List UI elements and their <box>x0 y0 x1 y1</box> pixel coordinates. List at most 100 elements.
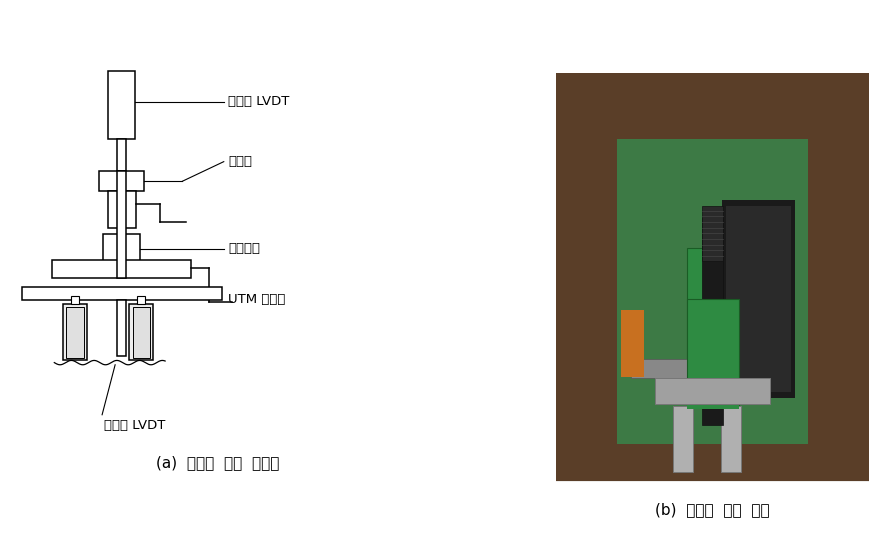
Circle shape <box>806 452 816 463</box>
Circle shape <box>683 416 690 424</box>
Bar <box>556 74 869 481</box>
Circle shape <box>735 232 742 240</box>
Text: 가력장치: 가력장치 <box>228 242 260 255</box>
Circle shape <box>631 343 638 350</box>
Circle shape <box>761 232 768 240</box>
Circle shape <box>657 269 664 277</box>
Circle shape <box>657 343 664 350</box>
Polygon shape <box>556 74 617 481</box>
Bar <box>617 139 808 444</box>
Circle shape <box>790 442 800 453</box>
Bar <box>132 306 150 358</box>
Bar <box>103 234 140 263</box>
Bar <box>66 306 83 358</box>
Circle shape <box>631 196 638 203</box>
Circle shape <box>657 306 664 313</box>
Text: (b)  번위계  설치  모습: (b) 번위계 설치 모습 <box>655 502 770 517</box>
Circle shape <box>787 416 794 424</box>
Circle shape <box>707 363 718 374</box>
Text: (a)  번위계  설치  개념도: (a) 번위계 설치 개념도 <box>156 455 279 470</box>
Bar <box>722 200 795 398</box>
Circle shape <box>657 380 664 387</box>
Bar <box>108 191 136 228</box>
Text: UTM 거치대: UTM 거치대 <box>228 293 286 306</box>
Circle shape <box>683 343 690 350</box>
Bar <box>116 139 127 172</box>
Bar <box>137 296 145 304</box>
Circle shape <box>761 380 768 387</box>
Circle shape <box>761 269 768 277</box>
Circle shape <box>735 196 742 203</box>
Text: 자유단 LVDT: 자유단 LVDT <box>228 95 289 108</box>
Circle shape <box>631 416 638 424</box>
Circle shape <box>657 232 664 240</box>
Circle shape <box>787 380 794 387</box>
Circle shape <box>790 462 800 474</box>
Bar <box>687 299 739 386</box>
Bar <box>52 259 191 278</box>
Circle shape <box>683 159 690 166</box>
Circle shape <box>631 159 638 166</box>
Circle shape <box>787 232 794 240</box>
Bar <box>99 172 144 191</box>
Bar <box>673 406 693 472</box>
Circle shape <box>631 269 638 277</box>
Bar <box>116 300 127 356</box>
Bar <box>129 304 153 360</box>
Bar <box>63 304 87 360</box>
Bar <box>631 359 794 378</box>
Circle shape <box>709 159 716 166</box>
Bar <box>702 206 723 261</box>
Circle shape <box>683 306 690 313</box>
Circle shape <box>787 343 794 350</box>
Circle shape <box>683 269 690 277</box>
Circle shape <box>683 380 690 387</box>
Circle shape <box>709 380 716 387</box>
Circle shape <box>753 363 763 374</box>
Circle shape <box>761 196 768 203</box>
Circle shape <box>787 159 794 166</box>
Circle shape <box>657 196 664 203</box>
Circle shape <box>709 416 716 424</box>
Circle shape <box>695 74 730 111</box>
Bar <box>70 296 78 304</box>
Circle shape <box>735 306 742 313</box>
Circle shape <box>709 269 716 277</box>
Bar <box>22 287 222 300</box>
Circle shape <box>787 306 794 313</box>
Bar <box>687 373 739 409</box>
Polygon shape <box>743 414 778 432</box>
Polygon shape <box>556 74 869 139</box>
Polygon shape <box>556 444 869 481</box>
Polygon shape <box>808 74 869 481</box>
Circle shape <box>631 306 638 313</box>
Text: 슬리브: 슬리브 <box>228 155 252 168</box>
Circle shape <box>761 159 768 166</box>
Circle shape <box>662 363 673 374</box>
Circle shape <box>787 269 794 277</box>
Circle shape <box>735 159 742 166</box>
Circle shape <box>735 416 742 424</box>
Bar <box>726 206 791 392</box>
Circle shape <box>657 416 664 424</box>
Circle shape <box>761 343 768 350</box>
Circle shape <box>761 306 768 313</box>
Circle shape <box>709 343 716 350</box>
Circle shape <box>683 232 690 240</box>
Circle shape <box>709 232 716 240</box>
Bar <box>621 310 644 377</box>
Bar <box>702 217 723 425</box>
Bar <box>108 71 136 139</box>
Bar <box>687 248 739 406</box>
Circle shape <box>709 306 716 313</box>
Bar <box>655 378 770 404</box>
Circle shape <box>735 343 742 350</box>
Circle shape <box>631 232 638 240</box>
Circle shape <box>787 196 794 203</box>
Bar <box>556 74 869 481</box>
Text: 하중단 LVDT: 하중단 LVDT <box>104 419 166 432</box>
Circle shape <box>735 269 742 277</box>
Circle shape <box>683 196 690 203</box>
Circle shape <box>709 196 716 203</box>
Bar <box>434 22 556 490</box>
